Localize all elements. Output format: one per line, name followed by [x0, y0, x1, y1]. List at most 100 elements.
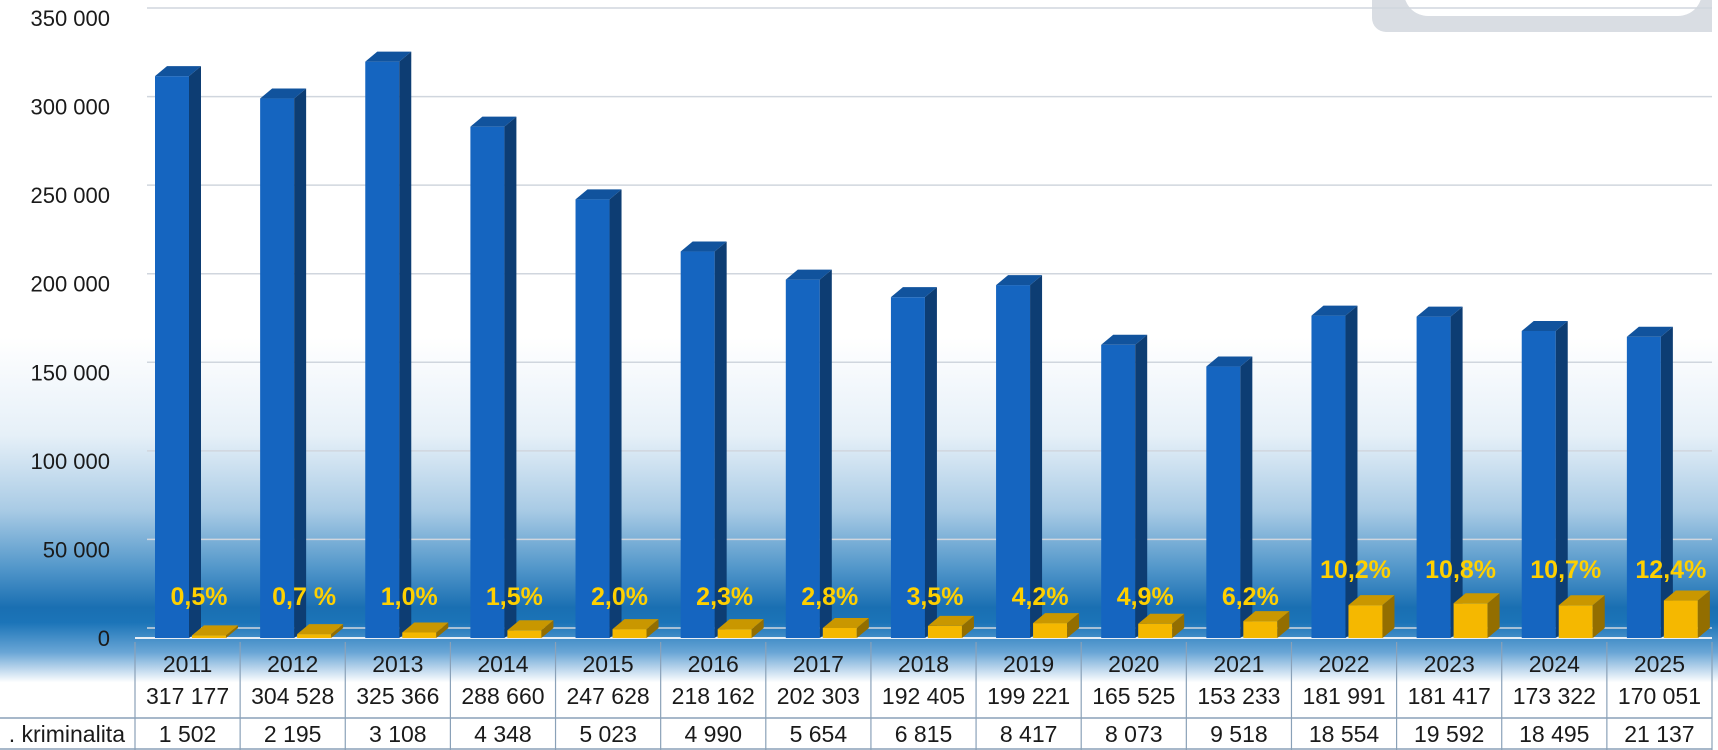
- y-tick-label: 300 000: [30, 95, 110, 120]
- percent-label: 10,8%: [1425, 556, 1496, 584]
- bar-kriminalita: [1138, 613, 1185, 638]
- kriminalita-value-label: 8 417: [1000, 721, 1058, 747]
- bar-total: [1206, 356, 1253, 638]
- total-value-label: 202 303: [777, 683, 860, 709]
- y-tick-label: 100 000: [30, 449, 110, 474]
- x-category-label: 2015: [583, 651, 634, 677]
- percent-label: 10,2%: [1320, 556, 1391, 584]
- x-category-label: 2022: [1318, 651, 1369, 677]
- percent-label: 10,7%: [1530, 556, 1601, 584]
- bar-total: [470, 116, 517, 639]
- kriminalita-value-label: 18 554: [1309, 721, 1380, 747]
- bar-kriminalita: [1453, 593, 1500, 638]
- bar-total: [1311, 305, 1358, 638]
- bar-kriminalita: [822, 617, 869, 638]
- bar-total: [1521, 320, 1568, 638]
- total-value-label: 192 405: [882, 683, 965, 709]
- kriminalita-value-label: 18 495: [1519, 721, 1589, 747]
- row-label-kriminalita: . kriminalita: [9, 721, 126, 747]
- bar-kriminalita: [507, 620, 554, 638]
- x-category-label: 2023: [1424, 651, 1475, 677]
- x-category-label: 2011: [163, 651, 212, 677]
- kriminalita-value-label: 3 108: [369, 721, 427, 747]
- bar-total: [1416, 306, 1463, 638]
- y-tick-label: 350 000: [30, 6, 110, 31]
- kriminalita-value-label: 2 195: [264, 721, 322, 747]
- percent-label: 1,0%: [381, 583, 438, 611]
- kriminalita-value-label: 19 592: [1414, 721, 1484, 747]
- y-tick-label: 50 000: [43, 537, 110, 562]
- bar-total: [996, 275, 1043, 638]
- percent-label: 2,8%: [801, 583, 858, 611]
- bar-total: [575, 189, 622, 639]
- total-value-label: 181 417: [1408, 683, 1491, 709]
- kriminalita-value-label: 5 654: [790, 721, 848, 747]
- bar-kriminalita: [1663, 590, 1710, 638]
- bar-total: [1626, 326, 1673, 638]
- bar-kriminalita: [1348, 595, 1395, 638]
- x-category-label: 2024: [1529, 651, 1580, 677]
- bar-kriminalita: [1558, 595, 1605, 638]
- total-value-label: 325 366: [356, 683, 439, 709]
- kriminalita-value-label: 5 023: [579, 721, 637, 747]
- bar-kriminalita: [297, 624, 344, 638]
- x-category-label: 2014: [477, 651, 528, 677]
- y-tick-label: 250 000: [30, 183, 110, 208]
- total-value-label: 218 162: [672, 683, 755, 709]
- x-category-label: 2019: [1003, 651, 1054, 677]
- bar-total: [365, 51, 412, 638]
- total-value-label: 199 221: [987, 683, 1070, 709]
- percent-label: 4,9%: [1117, 583, 1174, 611]
- percent-label: 0,7 %: [272, 583, 336, 611]
- kriminalita-value-label: 21 137: [1624, 721, 1694, 747]
- bar-kriminalita: [402, 622, 449, 638]
- percent-label: 3,5%: [906, 583, 963, 611]
- percent-label: 12,4%: [1635, 556, 1706, 584]
- total-value-label: 247 628: [567, 683, 650, 709]
- y-tick-label: 200 000: [30, 272, 110, 297]
- bar-total: [260, 88, 307, 638]
- y-tick-label: 0: [98, 626, 110, 651]
- total-value-label: 165 525: [1092, 683, 1175, 709]
- bar-total: [1101, 334, 1148, 638]
- bar-total: [890, 287, 937, 638]
- x-category-label: 2018: [898, 651, 949, 677]
- percent-label: 2,0%: [591, 583, 648, 611]
- total-value-label: 173 322: [1513, 683, 1596, 709]
- total-value-label: 170 051: [1618, 683, 1701, 709]
- x-category-label: 2017: [793, 651, 844, 677]
- percent-label: 1,5%: [486, 583, 543, 611]
- bar-kriminalita: [192, 625, 238, 638]
- x-category-label: 2021: [1213, 651, 1264, 677]
- total-value-label: 304 528: [251, 683, 334, 709]
- percent-label: 2,3%: [696, 583, 753, 611]
- total-value-label: 181 991: [1302, 683, 1385, 709]
- x-category-label: 2012: [267, 651, 318, 677]
- bar-total: [155, 66, 201, 638]
- bar-total: [785, 269, 832, 638]
- y-tick-label: 150 000: [30, 360, 110, 385]
- kriminalita-value-label: 4 990: [684, 721, 742, 747]
- x-category-label: 2013: [372, 651, 423, 677]
- kriminalita-value-label: 6 815: [895, 721, 953, 747]
- percent-label: 6,2%: [1222, 583, 1279, 611]
- x-category-label: 2020: [1108, 651, 1159, 677]
- bar-total: [680, 241, 727, 638]
- percent-label: 0,5%: [171, 583, 228, 611]
- kriminalita-value-label: 1 502: [159, 721, 217, 747]
- kriminalita-value-label: 8 073: [1105, 721, 1163, 747]
- total-value-label: 317 177: [146, 683, 229, 709]
- bar-kriminalita: [717, 619, 764, 638]
- kriminalita-value-label: 9 518: [1210, 721, 1268, 747]
- total-value-label: 153 233: [1197, 683, 1280, 709]
- bar-kriminalita: [612, 619, 659, 638]
- kriminalita-value-label: 4 348: [474, 721, 532, 747]
- bar-kriminalita: [1033, 613, 1080, 638]
- percent-label: 4,2%: [1012, 583, 1069, 611]
- bar-kriminalita: [1243, 611, 1290, 638]
- total-value-label: 288 660: [461, 683, 544, 709]
- bar-kriminalita: [927, 615, 974, 638]
- x-category-label: 2016: [688, 651, 739, 677]
- x-category-label: 2025: [1634, 651, 1685, 677]
